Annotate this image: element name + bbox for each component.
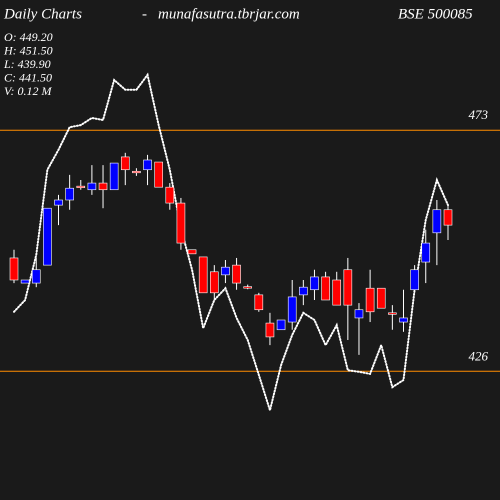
ohlc-info: L: 439.90 — [3, 57, 51, 71]
site-name: munafasutra.tbrjar.com — [158, 6, 300, 22]
candle-body — [276, 319, 286, 331]
candle-body — [443, 209, 453, 226]
candle-body — [432, 209, 442, 234]
candle-body — [9, 257, 19, 281]
chart-title: Daily Charts — [3, 6, 82, 22]
candle-body — [421, 242, 431, 263]
candle-body — [399, 317, 408, 323]
candle-body — [120, 156, 130, 171]
candle-body — [221, 266, 230, 276]
candle-body — [176, 202, 186, 244]
candle-body — [388, 312, 397, 315]
candle-body — [287, 296, 297, 323]
candle-body — [65, 187, 74, 201]
candle-body — [376, 287, 386, 309]
candle-body — [154, 161, 163, 188]
candle-body — [143, 159, 152, 171]
separator: - — [142, 6, 147, 22]
candle-body — [165, 186, 175, 204]
level-label: 426 — [469, 348, 489, 363]
candle-body — [343, 269, 353, 306]
candle-body — [321, 276, 330, 301]
candle-body — [310, 276, 319, 291]
candle-body — [20, 279, 30, 284]
candle-body — [87, 182, 97, 191]
candle-body — [410, 269, 419, 291]
candle-body — [76, 185, 86, 188]
ohlc-info: O: 449.20 — [4, 30, 53, 44]
candle-body — [187, 249, 197, 255]
candle-body — [354, 309, 364, 319]
dotted-line — [13, 72, 449, 414]
level-label: 473 — [469, 107, 489, 122]
ohlc-info: H: 451.50 — [3, 43, 53, 57]
ohlc-info: V: 0.12 M — [4, 84, 53, 98]
candle-body — [132, 170, 141, 174]
ohlc-info: C: 441.50 — [4, 70, 52, 84]
candle-body — [210, 271, 219, 294]
candle-body — [243, 286, 252, 289]
candle-body — [109, 162, 119, 191]
candle-body — [254, 294, 264, 311]
candle-body — [43, 207, 52, 266]
candle-body — [332, 279, 342, 306]
candle-body — [299, 286, 308, 296]
candle-body — [54, 199, 63, 206]
candle-body — [198, 256, 208, 294]
candle-body — [98, 182, 108, 191]
candle-body — [232, 264, 241, 284]
candle-body — [265, 322, 275, 338]
candle-body — [31, 269, 41, 284]
symbol: BSE 500085 — [398, 6, 473, 22]
candle-body — [365, 287, 375, 313]
